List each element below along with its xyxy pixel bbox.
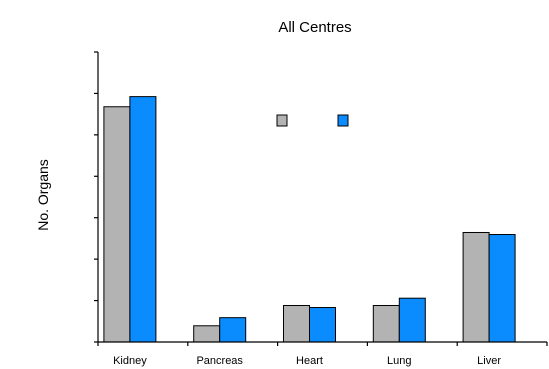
bar-heart-series-2	[309, 307, 336, 343]
bar-kidney-series-2	[129, 96, 157, 343]
x-tick-label: Kidney	[113, 355, 147, 367]
y-axis-label: No. Organs	[35, 159, 51, 231]
legend-swatch-series-1	[276, 114, 288, 127]
bar-liver-series-1	[462, 231, 490, 343]
legend	[276, 114, 349, 127]
y-ticks	[94, 51, 98, 343]
x-ticks: Kidney Pancreas Heart Lung Liver	[97, 342, 548, 367]
legend-swatch-series-2	[337, 114, 349, 127]
bar-lung-series-1	[372, 304, 400, 343]
chart-title: All Centres	[278, 19, 351, 36]
bar-pancreas-series-1	[193, 325, 221, 343]
x-tick-label: Pancreas	[196, 355, 243, 367]
bar-heart-series-1	[283, 304, 310, 343]
x-tick-label: Lung	[387, 355, 411, 367]
bar-pancreas-series-2	[219, 317, 247, 343]
bar-lung-series-2	[398, 297, 426, 343]
x-tick-label: Heart	[296, 355, 323, 367]
bar-kidney-series-1	[103, 106, 131, 343]
x-tick-label: Liver	[477, 355, 501, 367]
bars-group	[103, 96, 516, 343]
bar-liver-series-2	[488, 234, 516, 343]
